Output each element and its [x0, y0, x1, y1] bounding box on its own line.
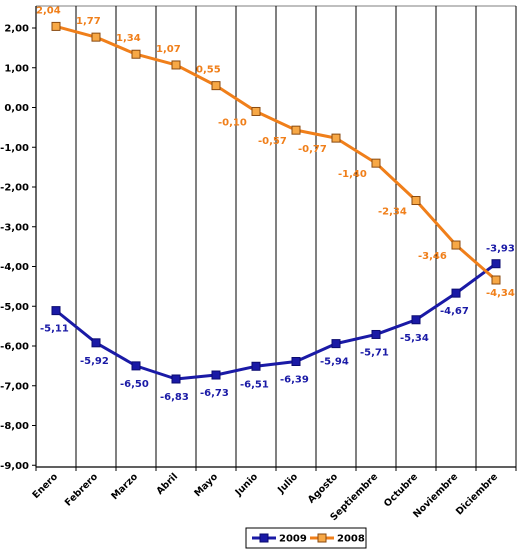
x-tick-label: Abril: [154, 471, 180, 497]
x-tick-label: Diciembre: [454, 471, 500, 517]
legend-swatch-marker-2009: [260, 534, 268, 542]
data-label-2009: -6,50: [120, 379, 149, 390]
data-label-2009: -6,83: [160, 392, 189, 403]
data-label-2009: -5,34: [400, 333, 429, 344]
data-label-2009: -6,39: [280, 375, 309, 386]
data-point-2008: [372, 159, 380, 167]
data-label-2009: -3,93: [486, 244, 515, 255]
data-point-2009: [252, 362, 260, 370]
x-tick-label: Marzo: [109, 471, 140, 502]
x-tick-label: Julio: [275, 471, 300, 496]
data-label-2009: -6,51: [240, 379, 269, 390]
data-point-2009: [92, 339, 100, 347]
data-point-2009: [52, 307, 60, 315]
x-tick-label: Mayo: [192, 471, 220, 499]
data-point-2008: [212, 82, 220, 90]
data-point-2008: [92, 33, 100, 41]
data-point-2008: [292, 126, 300, 134]
y-tick-label: -2,00: [0, 183, 29, 194]
y-tick-label: -8,00: [0, 421, 29, 432]
legend-swatch-marker-2008: [318, 534, 326, 542]
data-label-2009: -5,94: [320, 357, 349, 368]
legend-entry-2008: 2008: [337, 534, 365, 545]
x-tick-label: Agosto: [306, 471, 341, 506]
data-point-2009: [492, 260, 500, 268]
x-tick-label: Junio: [233, 471, 261, 499]
x-tick-label: Febrero: [63, 471, 101, 509]
data-label-2009: -5,11: [40, 324, 69, 335]
y-tick-label: -1,00: [0, 143, 29, 154]
data-point-2009: [292, 358, 300, 366]
data-label-2009: -5,71: [360, 347, 389, 358]
data-label-2008: -0,57: [258, 136, 287, 147]
y-tick-label: 2,00: [4, 24, 29, 35]
data-label-2008: 1,07: [156, 44, 181, 55]
data-point-2008: [172, 61, 180, 69]
data-point-2009: [452, 289, 460, 297]
x-tick-label: Octubre: [382, 471, 420, 509]
data-label-2009: -6,73: [200, 388, 229, 399]
y-tick-label: 0,00: [4, 103, 29, 114]
data-point-2008: [252, 107, 260, 115]
data-point-2009: [132, 362, 140, 370]
y-tick-label: -5,00: [0, 302, 29, 313]
data-label-2008: -0,10: [218, 117, 247, 128]
data-label-2008: 1,77: [76, 16, 101, 27]
data-labels: -5,11 -5,92 -6,50 -6,83 -6,73 -6,51 -6,39 -5,94…: [36, 5, 515, 403]
data-label-2008: -3,46: [418, 251, 447, 262]
data-point-2008: [412, 197, 420, 205]
y-tick-label: -7,00: [0, 381, 29, 392]
data-point-2008: [332, 134, 340, 142]
data-label-2008: -2,34: [378, 207, 407, 218]
data-label-2008: 2,04: [36, 5, 61, 16]
axes: 2,00 1,00 0,00 -1,00 -2,00 -3,00 -4,00 -5,00 -6,…: [0, 6, 516, 523]
legend-entry-2009: 2009: [279, 534, 307, 545]
y-tick-label: -6,00: [0, 342, 29, 353]
data-point-2008: [492, 276, 500, 284]
data-point-2008: [52, 22, 60, 30]
legend: 2009 2008: [246, 528, 366, 548]
y-tick-label: 1,00: [4, 63, 29, 74]
data-point-2009: [172, 375, 180, 383]
data-point-2009: [332, 340, 340, 348]
data-point-2009: [372, 330, 380, 338]
y-tick-label: -3,00: [0, 222, 29, 233]
gridlines: [36, 6, 516, 467]
data-point-2008: [452, 241, 460, 249]
x-tick-label: Enero: [30, 471, 60, 501]
data-label-2008: 0,55: [196, 65, 221, 76]
data-point-2009: [412, 316, 420, 324]
data-label-2008: -1,40: [338, 169, 367, 180]
data-label-2008: -4,34: [486, 288, 515, 299]
data-label-2008: -0,77: [298, 144, 327, 155]
data-label-2008: 1,34: [116, 33, 141, 44]
data-point-2008: [132, 50, 140, 58]
y-tick-label: -9,00: [0, 461, 29, 472]
y-tick-label: -4,00: [0, 262, 29, 273]
data-label-2009: -4,67: [440, 306, 469, 317]
data-point-2009: [212, 371, 220, 379]
data-label-2009: -5,92: [80, 356, 109, 367]
